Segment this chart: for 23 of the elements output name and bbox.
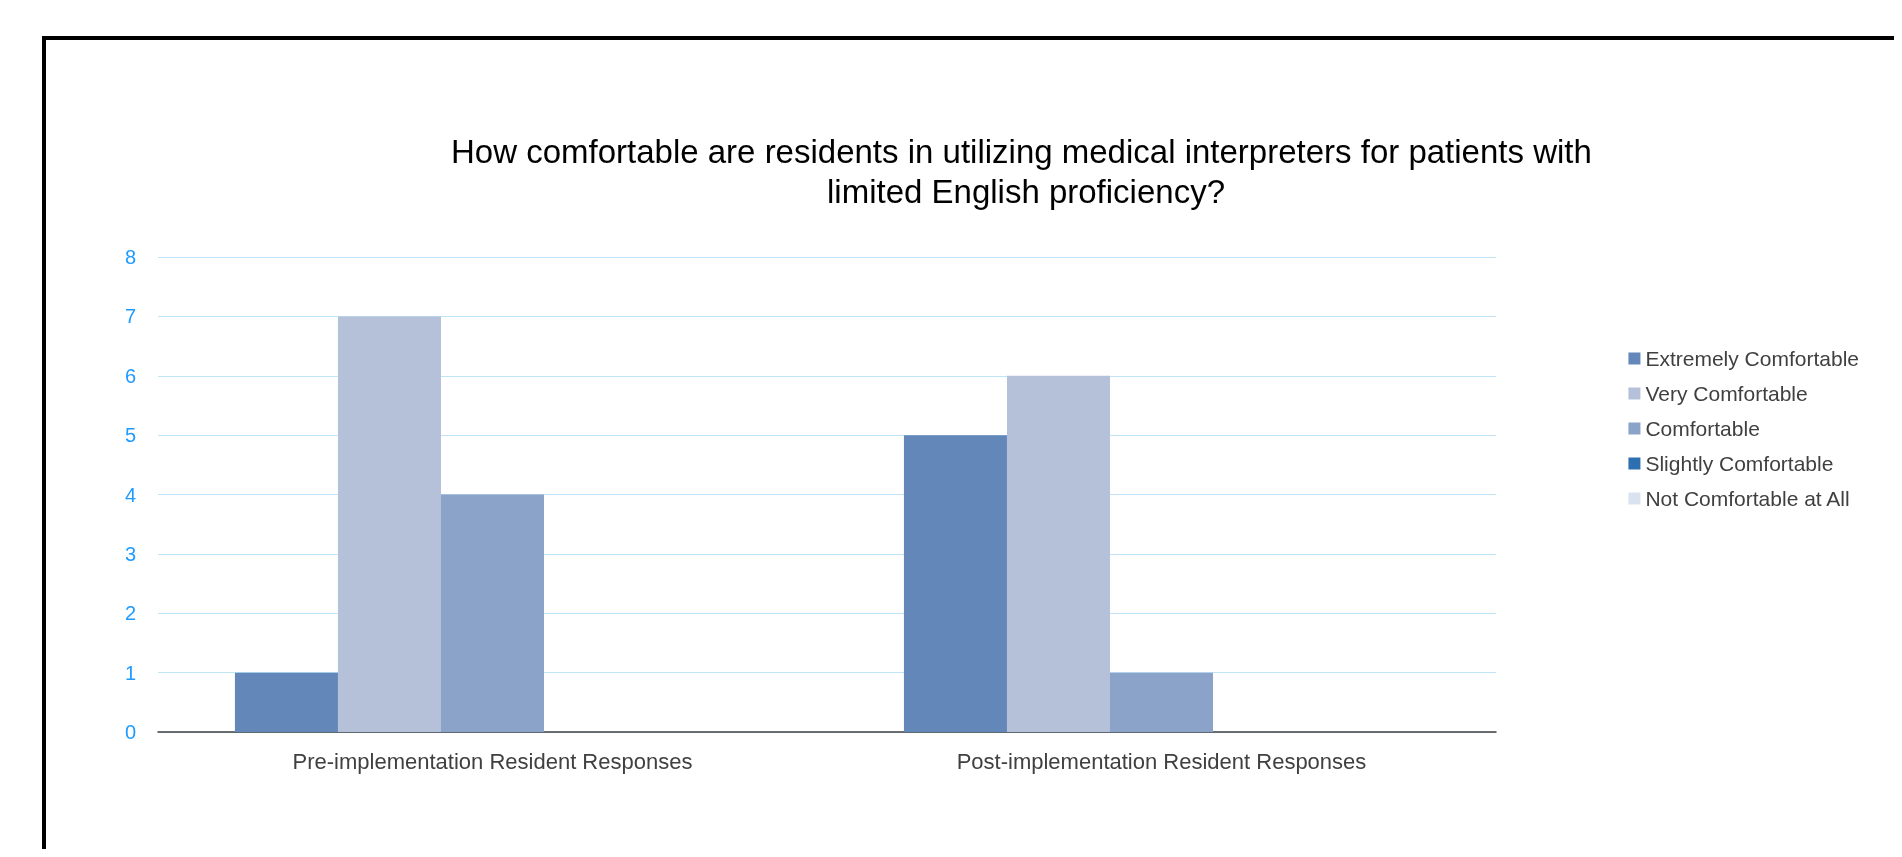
- y-tick-label: 7: [124, 305, 136, 328]
- bar: [1006, 375, 1110, 732]
- y-tick-label: 1: [124, 661, 136, 684]
- y-tick-label: 6: [124, 364, 136, 387]
- legend-label: Comfortable: [1645, 417, 1760, 440]
- y-tick-label: 4: [124, 483, 136, 506]
- bar: [1109, 672, 1214, 732]
- legend-label: Very Comfortable: [1645, 382, 1808, 405]
- bar: [903, 435, 1007, 732]
- bar: [337, 316, 441, 732]
- y-tick-label: 3: [124, 542, 136, 565]
- legend-label: Extremely Comfortable: [1645, 347, 1860, 370]
- chart-title: How comfortable are residents in utilizing medical interpreters for patients with limited English proficiency?: [450, 132, 1602, 210]
- legend-label: Slightly Comfortable: [1645, 452, 1834, 475]
- x-tick-label: Pre-implementation Resident Responses: [292, 748, 693, 774]
- legend-label: Not Comfortable at All: [1645, 487, 1850, 510]
- y-tick-label: 2: [124, 602, 136, 625]
- x-tick-label: Post-implementation Resident Responses: [956, 748, 1367, 774]
- bar: [234, 672, 338, 732]
- y-tick-label: 0: [124, 721, 136, 743]
- bar: [440, 494, 545, 732]
- y-tick-label: 5: [124, 424, 136, 447]
- y-tick-label: 8: [124, 246, 136, 268]
